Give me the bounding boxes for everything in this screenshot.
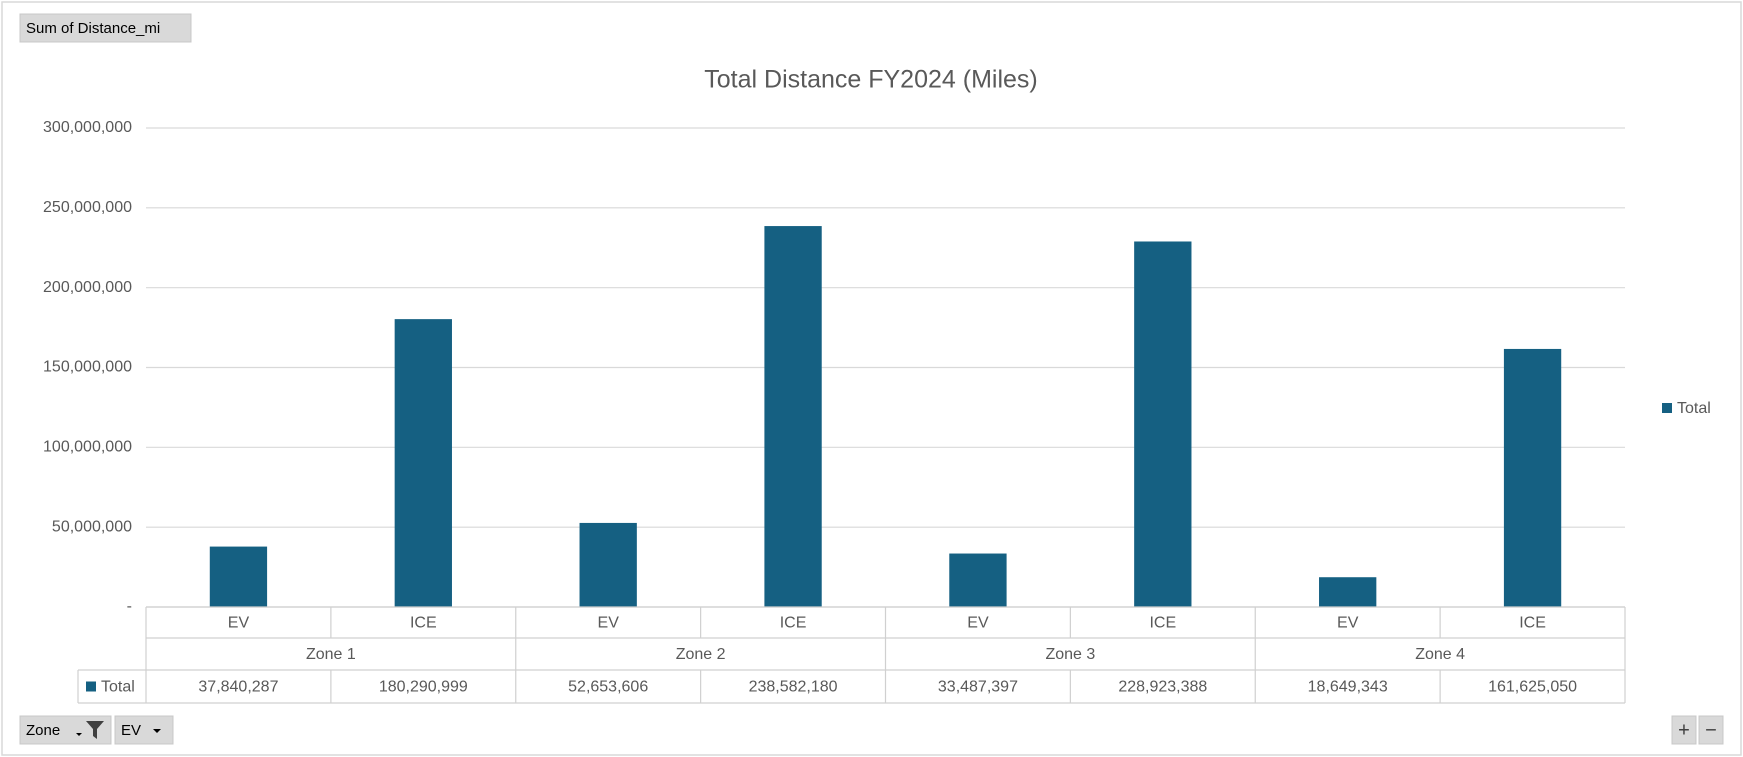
bar <box>579 522 637 607</box>
data-label: 52,653,606 <box>568 679 648 696</box>
y-tick-label: 100,000,000 <box>43 439 132 456</box>
axis-field-button-label[interactable]: EV <box>121 722 141 739</box>
table-row-header: Total <box>101 679 135 696</box>
y-tick-label: - <box>127 598 132 615</box>
zoom-button-label[interactable]: − <box>1705 719 1717 741</box>
bar <box>394 319 452 607</box>
x-tick-label: EV <box>598 615 620 632</box>
y-tick-label: 50,000,000 <box>52 518 132 535</box>
bar <box>949 553 1007 607</box>
legend-label: Total <box>1677 400 1711 417</box>
x-tick-label: ICE <box>780 615 807 632</box>
x-tick-label: ICE <box>410 615 437 632</box>
x-tick-label: EV <box>967 615 989 632</box>
table-legend-key <box>86 681 96 692</box>
bar <box>1134 241 1192 607</box>
y-tick-label: 200,000,000 <box>43 279 132 296</box>
data-label: 238,582,180 <box>749 679 838 696</box>
x-tick-label: ICE <box>1519 615 1546 632</box>
legend-key <box>1662 403 1672 413</box>
group-label: Zone 2 <box>676 646 726 663</box>
data-label: 228,923,388 <box>1118 679 1207 696</box>
group-label: Zone 4 <box>1415 646 1465 663</box>
bar <box>209 546 268 607</box>
axis-field-button[interactable] <box>19 715 112 745</box>
data-label: 37,840,287 <box>198 679 278 696</box>
x-tick-label: EV <box>1337 615 1359 632</box>
data-label: 18,649,343 <box>1308 679 1388 696</box>
group-label: Zone 1 <box>306 646 356 663</box>
field-button-label[interactable]: Sum of Distance_mi <box>26 20 160 37</box>
y-tick-label: 250,000,000 <box>43 199 132 216</box>
zoom-button-label[interactable]: + <box>1678 719 1690 741</box>
data-label: 33,487,397 <box>938 679 1018 696</box>
x-tick-label: ICE <box>1149 615 1176 632</box>
field-button[interactable] <box>19 13 192 43</box>
zoom-button[interactable] <box>1698 715 1724 745</box>
data-label: 161,625,050 <box>1488 679 1577 696</box>
x-tick-label: EV <box>228 615 250 632</box>
axis-field-button[interactable] <box>114 715 174 745</box>
bar <box>1319 577 1377 607</box>
bar <box>764 226 822 607</box>
bar <box>1503 348 1562 607</box>
y-tick-label: 300,000,000 <box>43 119 132 136</box>
axis-field-button-label[interactable]: Zone <box>26 722 60 739</box>
y-tick-label: 150,000,000 <box>43 359 132 376</box>
chart-title: Total Distance FY2024 (Miles) <box>704 66 1037 94</box>
group-label: Zone 3 <box>1045 646 1095 663</box>
dropdown-arrow <box>76 733 82 736</box>
zoom-button[interactable] <box>1671 715 1697 745</box>
data-label: 180,290,999 <box>379 679 468 696</box>
filter-icon <box>86 721 104 739</box>
dropdown-arrow <box>153 729 161 733</box>
